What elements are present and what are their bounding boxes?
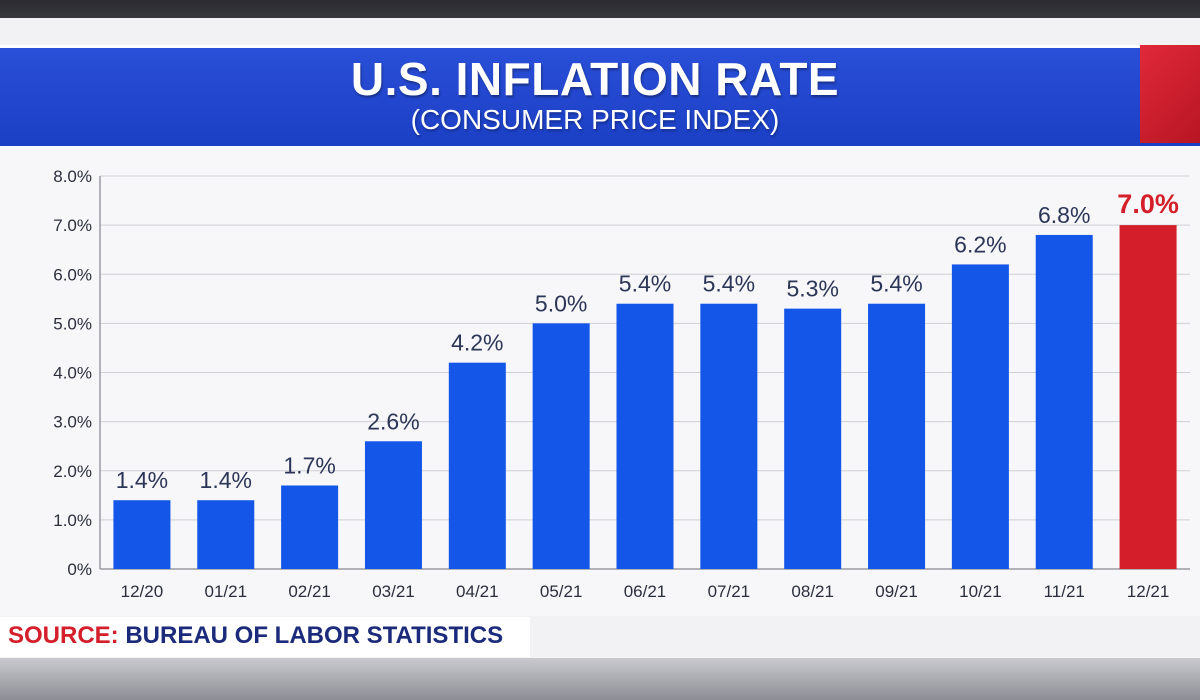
data-label: 1.4% [116, 467, 168, 493]
source-text: BUREAU OF LABOR STATISTICS [125, 622, 504, 649]
y-tick-label: 0% [67, 560, 92, 579]
banner-accent [1140, 45, 1200, 143]
data-label: 5.4% [870, 271, 922, 297]
x-tick-label: 11/21 [1044, 582, 1085, 601]
x-tick-label: 07/21 [708, 582, 751, 601]
y-tick-label: 4.0% [53, 364, 92, 383]
bar [784, 308, 842, 569]
source-label: SOURCE: [8, 622, 119, 649]
x-tick-label: 02/21 [288, 582, 331, 601]
bar [113, 500, 171, 569]
y-tick-label: 7.0% [53, 216, 92, 235]
x-tick-label: 01/21 [204, 582, 247, 601]
bar-chart: 0% 1.0% 2.0% 3.0% 4.0% 5.0% 6.0% 7.0% 8.0% 1.4% 12… [53, 167, 1190, 601]
bar [868, 303, 926, 569]
bar [448, 362, 506, 569]
source-credit: SOURCE: BUREAU OF LABOR STATISTICS [8, 622, 503, 650]
x-tick-label: 09/21 [875, 582, 918, 601]
x-tick-label: 06/21 [624, 582, 667, 601]
bar [616, 303, 674, 569]
title-banner [0, 45, 1200, 146]
chart-title: U.S. INFLATION RATE [350, 53, 840, 105]
data-label: 6.2% [954, 231, 1006, 257]
bar [281, 485, 339, 569]
data-label: 1.7% [283, 452, 335, 478]
data-label: 6.8% [1038, 202, 1090, 228]
x-tick-label: 03/21 [372, 582, 415, 601]
x-tick-label: 05/21 [540, 582, 583, 601]
data-label: 7.0% [1117, 189, 1179, 219]
bar [700, 303, 758, 569]
y-tick-label: 6.0% [53, 265, 92, 284]
x-tick-label: 08/21 [791, 582, 834, 601]
bar [197, 500, 255, 569]
y-tick-label: 8.0% [53, 167, 92, 186]
bar [364, 441, 422, 569]
y-tick-label: 1.0% [53, 511, 92, 530]
bar [1035, 234, 1093, 569]
bar [951, 264, 1009, 569]
x-tick-label: 10/21 [959, 582, 1002, 601]
data-label: 5.4% [703, 271, 755, 297]
x-tick-label: 12/21 [1127, 582, 1170, 601]
y-tick-label: 5.0% [53, 314, 92, 333]
data-label: 5.3% [786, 276, 838, 302]
y-tick-label: 2.0% [53, 462, 92, 481]
y-tick-label: 3.0% [53, 413, 92, 432]
data-label: 5.0% [535, 290, 587, 316]
x-tick-label: 04/21 [456, 582, 499, 601]
x-tick-label: 12/20 [121, 582, 164, 601]
data-label: 1.4% [200, 467, 252, 493]
studio-floor [0, 658, 1200, 700]
source-bar [0, 617, 530, 657]
data-label: 5.4% [619, 271, 671, 297]
bar [1119, 225, 1177, 569]
data-label: 2.6% [367, 408, 419, 434]
chart-subtitle: (CONSUMER PRICE INDEX) [410, 104, 780, 135]
data-label: 4.2% [451, 330, 503, 356]
bar [532, 323, 590, 569]
